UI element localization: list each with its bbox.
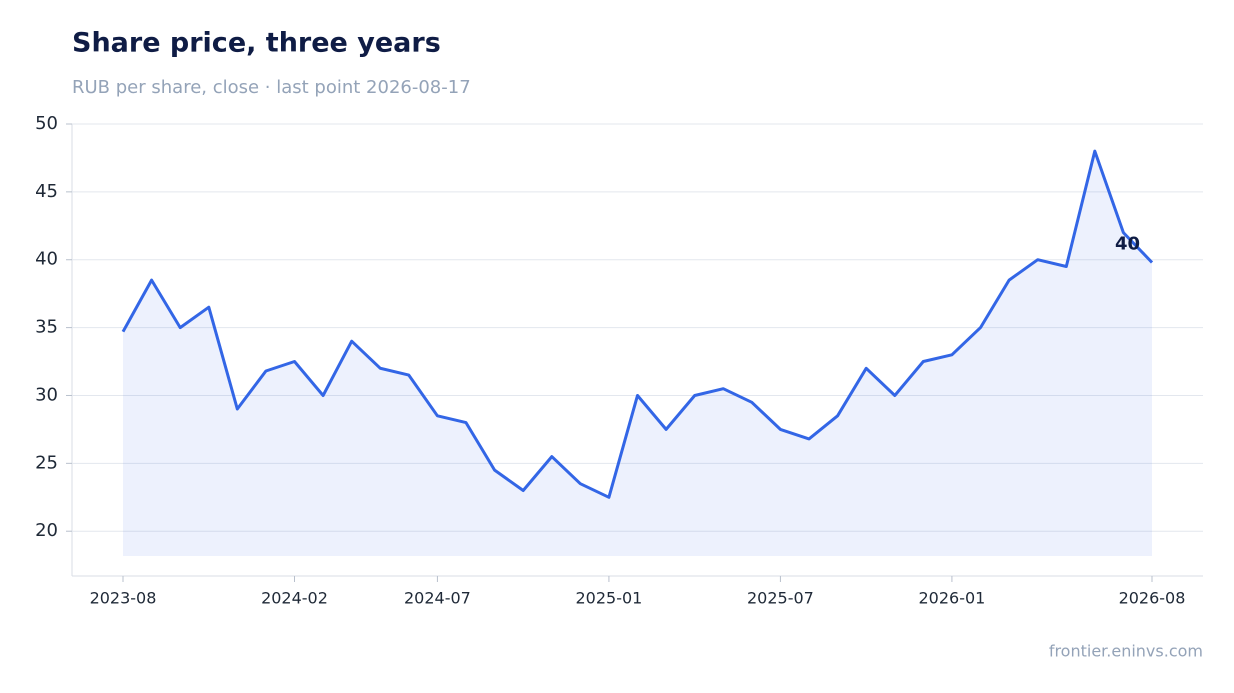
chart-title: Share price, three years [72, 28, 441, 59]
x-tick-label: 2026-08 [1119, 589, 1186, 608]
y-tick-label: 30 [35, 384, 58, 405]
y-tick-label: 40 [35, 249, 58, 270]
value-label: 40 [1115, 233, 1140, 254]
x-tick-label: 2025-07 [747, 589, 814, 608]
chart-subtitle: RUB per share, close · last point 2026-0… [72, 77, 471, 98]
x-tick-label: 2025-01 [575, 589, 642, 608]
footer: frontier.eninvs.com [1049, 642, 1203, 661]
y-tick-label: 50 [35, 113, 58, 134]
x-tick-label: 2023-08 [90, 589, 157, 608]
line [121, 149, 1154, 499]
area [123, 151, 1152, 556]
y-tick-label: 45 [35, 181, 58, 202]
x-tick-label: 2026-01 [918, 589, 985, 608]
y-tick-label: 25 [35, 452, 58, 473]
x-tick-label: 2024-07 [404, 589, 471, 608]
x-tick-label: 2024-02 [261, 589, 328, 608]
y-tick-label: 20 [35, 520, 58, 541]
y-tick-label: 35 [35, 317, 58, 338]
